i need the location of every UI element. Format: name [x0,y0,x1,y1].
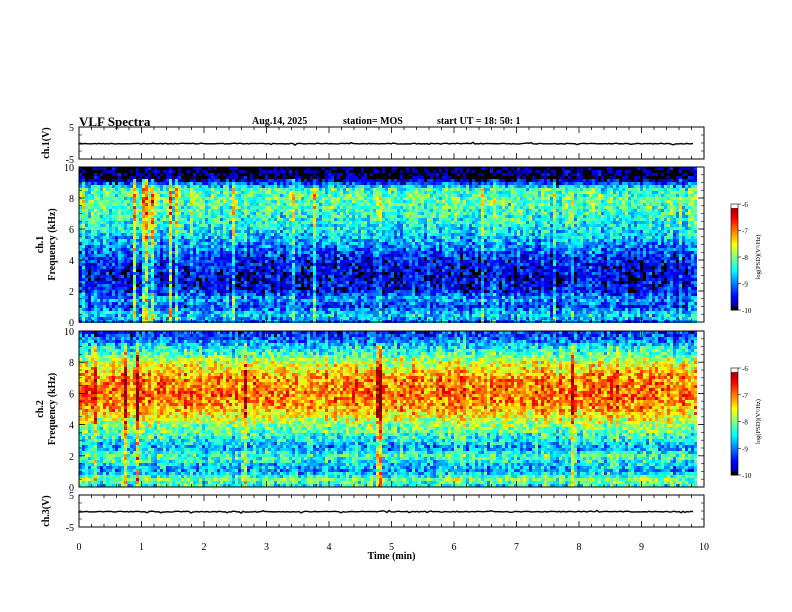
x-axis-title: Time (min) [368,551,416,562]
y-tick-label: 2 [69,287,74,298]
y-tick-label: 5 [69,491,74,502]
colorbar-tick-label: -6 [742,365,748,373]
x-tick-label: 9 [639,542,644,553]
colorbar-tick-label: -8 [742,254,748,262]
y-tick-label: 6 [69,389,74,400]
y-tick-label: 8 [69,358,74,369]
colorbar-tick-label: -9 [742,281,748,289]
y-tick-label: -5 [66,523,74,534]
colorbar-label: log(PSD)(V²/Hz) [755,399,762,444]
y-axis-label-channel: ch.1 [35,236,46,254]
colorbar-tick-label: -7 [742,228,748,236]
x-tick-label: 3 [264,542,269,553]
x-tick-label: 6 [452,542,457,553]
y-axis-label-channel: ch.2 [35,400,46,418]
colorbar-tick-label: -6 [742,201,748,209]
colorbar-label: log(PSD)(V²/Hz) [755,235,762,280]
colorbar-tick-label: -7 [742,392,748,400]
waveform-trace [79,142,693,145]
colorbar [731,368,738,476]
y-axis-label: ch.1(V) [41,127,52,158]
colorbar-tick-label: -8 [742,419,748,427]
y-axis-label-frequency: Frequency (kHz) [47,373,58,445]
colorbar-tick-label: -9 [742,445,748,453]
x-tick-label: 2 [202,542,207,553]
waveform-trace [79,510,693,513]
y-tick-label: 5 [69,123,74,134]
y-tick-label: 10 [64,327,74,338]
x-tick-label: 8 [577,542,582,553]
x-tick-label: 10 [699,542,709,553]
spectrogram-cells [79,167,697,323]
colorbar-tick-label: -10 [742,472,752,480]
y-tick-label: 4 [69,256,74,267]
y-tick-label: 4 [69,421,74,432]
x-tick-label: 4 [327,542,332,553]
colorbar [731,204,738,311]
x-tick-label: 7 [514,542,519,553]
y-tick-label: 10 [64,163,74,174]
y-axis-label: ch.3(V) [41,495,52,526]
y-tick-label: 2 [69,452,74,463]
spectrogram-cells [79,331,697,487]
colorbar-tick-label: -10 [742,307,752,315]
y-axis-label-frequency: Frequency (kHz) [47,208,58,280]
y-tick-label: 8 [69,194,74,205]
y-tick-label: 6 [69,225,74,236]
x-tick-label: 0 [77,542,82,553]
x-tick-label: 1 [139,542,144,553]
